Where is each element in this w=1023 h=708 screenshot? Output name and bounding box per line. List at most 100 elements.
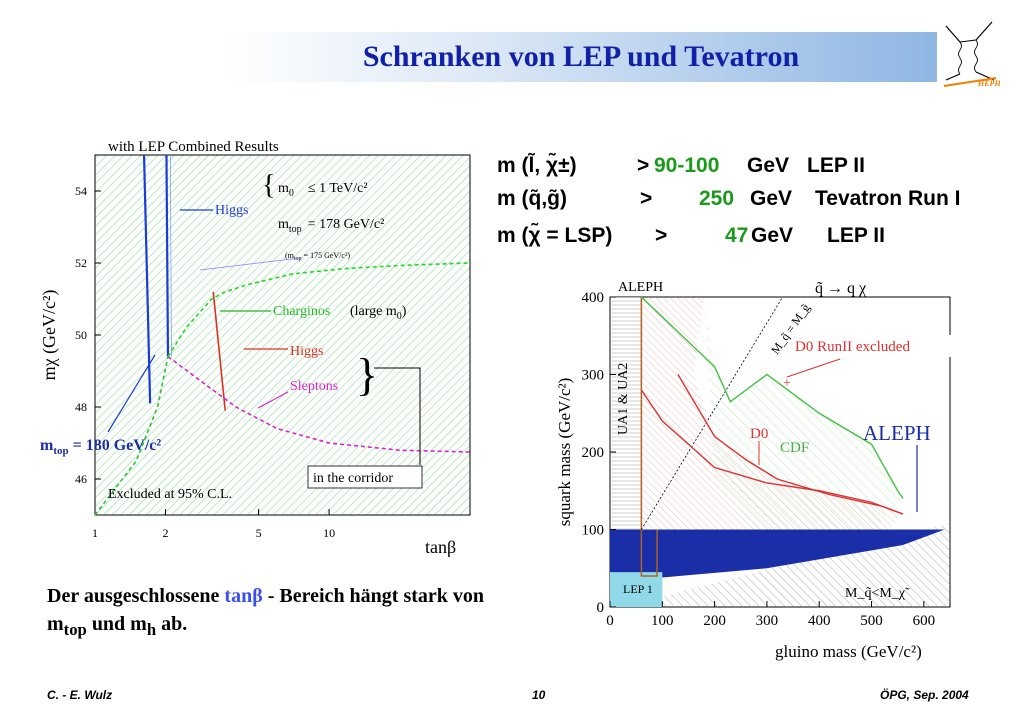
chart-title: with LEP Combined Results bbox=[108, 139, 279, 155]
series-line-1 bbox=[640, 389, 904, 515]
annotation-charginos: Charginos bbox=[273, 304, 330, 319]
axis-ticks: 1 2 5 10 46 48 50 52 54 bbox=[75, 184, 335, 540]
x-tick-label: 300 bbox=[756, 613, 779, 629]
x-tick-label: 2 bbox=[162, 526, 168, 540]
annotation-d0: D0 bbox=[750, 426, 768, 442]
y-tick-label: 48 bbox=[75, 400, 87, 414]
annotation-excluded: Excluded at 95% C.L. bbox=[108, 487, 232, 502]
caption-sub: h bbox=[146, 620, 157, 639]
x-tick-label: 100 bbox=[651, 613, 674, 629]
y-tick-label: 54 bbox=[75, 184, 87, 198]
result-exp: LEP II bbox=[827, 224, 885, 247]
arrow bbox=[257, 391, 289, 409]
result-value: 47 bbox=[725, 224, 749, 247]
result-op: > bbox=[637, 154, 650, 177]
caption-highlight: tanβ bbox=[224, 585, 263, 607]
region-mq-lt-mchi bbox=[620, 523, 950, 607]
annotation-msq: M_q̃<M_χ̃ bbox=[845, 586, 910, 601]
x-tick-label: 5 bbox=[256, 526, 262, 540]
region-cdf bbox=[704, 297, 903, 545]
axis-ticks: 0 100 200 300 400 500 600 0 100 200 300 400 bbox=[582, 290, 936, 629]
corridor-box bbox=[307, 465, 423, 489]
y-axis-label: mχ (GeV/c²) bbox=[39, 290, 60, 381]
caption-text: ab. bbox=[156, 613, 188, 635]
logo-text: HEPHY bbox=[977, 79, 1000, 88]
legend-m0: m0 ≤ 1 TeV/c² bbox=[278, 181, 368, 199]
series-layer bbox=[640, 296, 904, 515]
result-unit: GeV bbox=[751, 224, 794, 247]
annotation-aleph: ALEPH bbox=[863, 421, 931, 445]
y-tick-label: 52 bbox=[75, 256, 87, 270]
series-line-0 bbox=[142, 154, 152, 404]
series-line-3 bbox=[212, 291, 227, 411]
result-unit: GeV bbox=[747, 154, 790, 177]
x-axis-label: tanβ bbox=[425, 537, 456, 557]
arrow bbox=[786, 358, 841, 378]
feynman-diagram-icon: HEPHY bbox=[943, 21, 1000, 88]
caption: Der ausgeschlossene tanβ - Bereich hängt… bbox=[47, 582, 517, 644]
y-tick-label: 300 bbox=[582, 368, 605, 384]
region-aleph bbox=[610, 529, 945, 578]
result-lhs: m (l̃, χ̃±) bbox=[497, 154, 577, 177]
x-tick-label: 400 bbox=[808, 613, 831, 629]
caption-text: - Bereich hängt stark von m bbox=[47, 585, 485, 635]
arrow bbox=[107, 354, 156, 433]
regions-layer bbox=[610, 296, 950, 607]
annotation-large-m0: (large m0) bbox=[350, 304, 407, 322]
y-tick-label: 0 bbox=[597, 600, 605, 616]
y-tick-label: 400 bbox=[582, 290, 605, 306]
annotation-cdf: CDF bbox=[780, 440, 809, 456]
tanbeta-chart: 1 2 5 10 46 48 50 52 54 with LEP Combined Result… bbox=[39, 139, 471, 557]
label-box bbox=[791, 335, 951, 357]
result-lhs: m (q̃,g̃) bbox=[497, 187, 567, 210]
y-tick-label: 200 bbox=[582, 445, 605, 461]
y-axis-label: squark mass (GeV/c²) bbox=[555, 378, 574, 527]
x-tick-label: 600 bbox=[913, 613, 936, 629]
caption-text: und m bbox=[86, 613, 147, 635]
series-line-2 bbox=[167, 262, 471, 358]
y-tick-label: 46 bbox=[75, 472, 87, 486]
series-line-1 bbox=[165, 154, 170, 357]
footer-date: ÖPG, Sep. 2004 bbox=[880, 688, 969, 702]
result-lhs: m (χ̃ = LSP) bbox=[497, 224, 613, 247]
x-tick-label: 500 bbox=[860, 613, 883, 629]
diagonal-line bbox=[641, 296, 783, 530]
annotation-d0runii: D0 RunII excluded bbox=[795, 339, 910, 355]
plot-area bbox=[94, 154, 471, 516]
annotation-sleptons: Sleptons bbox=[290, 379, 338, 394]
result-value: 250 bbox=[699, 187, 735, 210]
series-line-4 bbox=[167, 355, 471, 453]
brace: } bbox=[356, 349, 378, 400]
annotation-corridor: in the corridor bbox=[313, 471, 393, 486]
legend-mtop175: (mtop = 175 GeV/c²) bbox=[285, 251, 350, 262]
title-bar: Schranken von LEP und Tevatron bbox=[225, 32, 937, 82]
annotation-mtop180: mtop = 180 GeV/c² bbox=[40, 437, 161, 457]
series-line-3 bbox=[677, 374, 904, 515]
annotation-aleph-top: ALEPH bbox=[618, 280, 663, 295]
reference-line bbox=[170, 154, 172, 357]
annotation-ua: UA1 & UA2 bbox=[616, 363, 631, 435]
x-tick-label: 0 bbox=[606, 613, 614, 629]
x-tick-label: 1 bbox=[92, 526, 98, 540]
result-value: 90-100 bbox=[654, 154, 720, 177]
result-row: m (l̃, χ̃±) > 90-100 GeV LEP II bbox=[497, 154, 865, 178]
result-op: > bbox=[640, 187, 653, 210]
result-op: > bbox=[655, 224, 668, 247]
result-exp: LEP II bbox=[807, 154, 865, 177]
x-tick-label: 10 bbox=[323, 526, 335, 540]
chart-title: q̃ → q χ bbox=[815, 280, 867, 297]
series-layer bbox=[94, 154, 471, 516]
region-lep1 bbox=[610, 572, 663, 607]
x-axis-label: gluino mass (GeV/c²) bbox=[775, 642, 922, 661]
series-line-2 bbox=[640, 296, 904, 499]
brace: { bbox=[262, 170, 275, 201]
y-tick-label: 100 bbox=[582, 523, 605, 539]
annotation-higgs-1: Higgs bbox=[215, 203, 248, 218]
x-tick-label: 200 bbox=[703, 613, 726, 629]
corridor-bracket bbox=[374, 367, 421, 465]
result-exp: Tevatron Run I bbox=[815, 187, 961, 210]
annotation-lep1: LEP 1 bbox=[623, 582, 653, 596]
result-row: m (q̃,g̃) > 250 GeV Tevatron Run I bbox=[497, 187, 960, 211]
footer-page-number: 10 bbox=[532, 688, 546, 702]
y-tick-label: 50 bbox=[75, 328, 87, 342]
